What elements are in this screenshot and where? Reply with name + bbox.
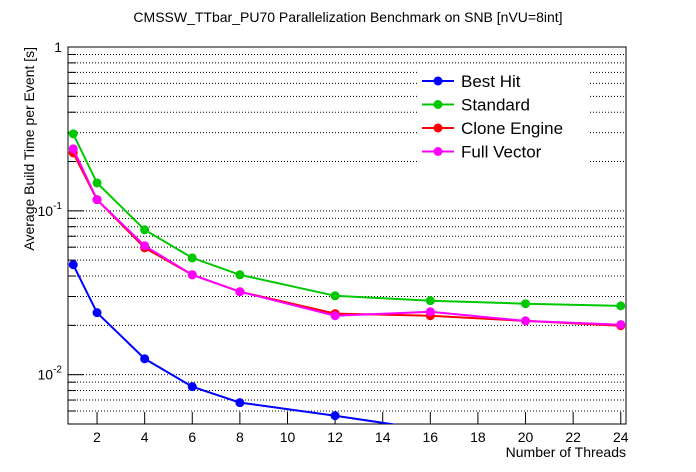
y-tick-label-base: 10: [38, 367, 54, 383]
data-point: [235, 287, 245, 297]
data-point: [521, 316, 531, 326]
chart-title: CMSSW_TTbar_PU70 Parallelization Benchma…: [133, 9, 562, 25]
data-point: [92, 178, 102, 188]
legend-box: [418, 67, 590, 167]
data-point: [616, 320, 626, 330]
data-point: [187, 253, 197, 263]
x-tick-label: 16: [423, 429, 439, 445]
data-point: [330, 311, 340, 321]
y-axis-title: Average Build Time per Event [s]: [21, 47, 37, 251]
data-point: [616, 301, 626, 311]
x-tick-label: 8: [236, 429, 244, 445]
legend-label: Best Hit: [461, 72, 521, 91]
y-tick-label: 10-2: [38, 365, 63, 383]
x-tick-label: 18: [470, 429, 486, 445]
data-point: [330, 411, 340, 421]
legend-label: Full Vector: [461, 143, 542, 162]
data-point: [140, 225, 150, 235]
x-tick-label: 2: [93, 429, 101, 445]
data-point: [68, 129, 78, 139]
legend-marker: [433, 76, 443, 86]
data-point: [235, 398, 245, 408]
data-point: [68, 260, 78, 270]
legend-label: Standard: [461, 96, 530, 115]
legend-label: Clone Engine: [461, 119, 563, 138]
data-point: [187, 270, 197, 280]
y-tick-label-exponent: -1: [53, 201, 62, 212]
x-tick-label: 12: [327, 429, 343, 445]
y-tick-label-base: 10: [38, 203, 54, 219]
data-point: [68, 144, 78, 154]
y-tick-label-exponent: -2: [53, 365, 62, 376]
data-point: [425, 296, 435, 306]
data-point: [140, 241, 150, 251]
x-tick-label: 20: [518, 429, 534, 445]
plot-area: [68, 129, 626, 424]
legend-marker: [433, 100, 443, 109]
data-point: [235, 270, 245, 280]
x-tick-label: 14: [375, 429, 391, 445]
y-tick-label: 10-1: [38, 201, 63, 219]
data-point: [425, 307, 435, 317]
data-point: [187, 382, 197, 392]
y-tick-label: 1: [54, 39, 62, 55]
x-tick-label: 22: [565, 429, 581, 445]
legend-marker: [433, 147, 443, 156]
series-line: [72, 264, 398, 424]
x-tick-label: 4: [141, 429, 149, 445]
x-tick-label: 10: [280, 429, 296, 445]
data-point: [92, 195, 102, 205]
data-point: [521, 299, 531, 309]
data-point: [92, 308, 102, 318]
x-axis-title: Number of Threads: [506, 444, 626, 460]
series-line: [72, 152, 621, 327]
x-tick-label: 24: [613, 429, 629, 445]
data-point: [330, 291, 340, 301]
plot-frame: [67, 46, 627, 425]
x-tick-label: 6: [188, 429, 196, 445]
legend-marker: [433, 123, 443, 133]
data-point: [140, 354, 150, 364]
